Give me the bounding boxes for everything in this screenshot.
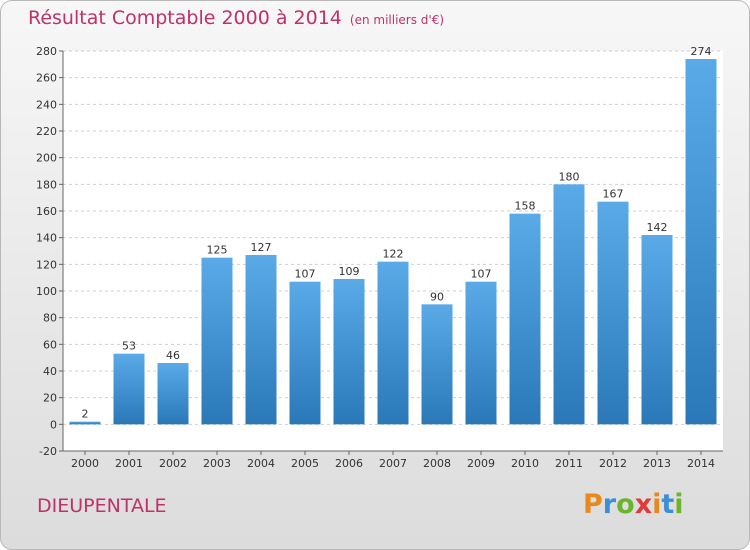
bar	[333, 279, 365, 425]
y-tick-label: 200	[36, 152, 57, 165]
bar	[553, 184, 585, 425]
x-tick-label: 2007	[379, 457, 407, 470]
bar	[421, 304, 453, 425]
y-tick-label: 180	[36, 178, 57, 191]
x-tick-label: 2013	[643, 457, 671, 470]
y-tick-label: 160	[36, 205, 57, 218]
bar	[69, 421, 101, 425]
x-tick-label: 2004	[247, 457, 275, 470]
bar	[113, 353, 145, 425]
x-tick-label: 2011	[555, 457, 583, 470]
data-label: 274	[691, 45, 712, 58]
data-label: 158	[515, 200, 536, 213]
data-label: 122	[383, 248, 404, 261]
bar	[465, 281, 497, 425]
data-label: 46	[166, 349, 180, 362]
x-tick-label: 2001	[115, 457, 143, 470]
bar	[685, 59, 717, 425]
chart-title-unit: (en milliers d'€)	[349, 13, 445, 27]
x-tick-label: 2014	[687, 457, 715, 470]
x-tick-label: 2006	[335, 457, 363, 470]
y-tick-label: 60	[43, 338, 57, 351]
data-label: 125	[207, 244, 228, 257]
bar	[245, 255, 277, 425]
chart-title: Résultat Comptable 2000 à 2014 (en millie…	[28, 7, 444, 29]
y-tick-label: 120	[36, 258, 57, 271]
bar	[597, 201, 629, 425]
data-label: 107	[295, 268, 316, 281]
chart-title-main: Résultat Comptable 2000 à 2014	[28, 7, 342, 29]
y-tick-label: 220	[36, 125, 57, 138]
logo-letter: x	[634, 489, 653, 520]
logo-letter: r	[602, 489, 617, 520]
data-label: 107	[471, 268, 492, 281]
y-tick-label: 40	[43, 365, 57, 378]
logo-letter: o	[616, 489, 635, 520]
x-tick-label: 2000	[71, 457, 99, 470]
data-label: 109	[339, 265, 360, 278]
x-tick-label: 2009	[467, 457, 495, 470]
bar	[201, 257, 233, 425]
bar	[157, 363, 189, 425]
x-tick-label: 2002	[159, 457, 187, 470]
logo-letter: i	[674, 489, 684, 520]
logo-letter: P	[583, 489, 603, 520]
x-tick-label: 2003	[203, 457, 231, 470]
data-label: 142	[647, 221, 668, 234]
data-label: 127	[251, 241, 272, 254]
y-tick-label: 280	[36, 45, 57, 58]
x-tick-label: 2012	[599, 457, 627, 470]
logo-letter: t	[661, 489, 675, 520]
x-tick-label: 2005	[291, 457, 319, 470]
data-label: 53	[122, 340, 136, 353]
y-tick-label: 20	[43, 392, 57, 405]
y-tick-label: 80	[43, 312, 57, 325]
data-label: 167	[603, 188, 624, 201]
bar	[509, 213, 541, 425]
data-label: 2	[82, 408, 89, 421]
bar	[289, 281, 321, 425]
x-tick-label: 2008	[423, 457, 451, 470]
bar	[377, 261, 409, 425]
x-tick-label: 2010	[511, 457, 539, 470]
y-tick-label: 140	[36, 232, 57, 245]
y-tick-label: 0	[50, 418, 57, 431]
y-tick-label: 100	[36, 285, 57, 298]
y-tick-label: -20	[39, 445, 57, 458]
data-label: 90	[430, 290, 444, 303]
proxiti-logo: Proxiti	[583, 489, 684, 520]
bar	[641, 235, 673, 425]
y-tick-label: 260	[36, 72, 57, 85]
logo-letter: i	[652, 489, 662, 520]
commune-name: DIEUPENTALE	[37, 495, 167, 517]
data-label: 180	[559, 170, 580, 183]
y-tick-label: 240	[36, 98, 57, 111]
